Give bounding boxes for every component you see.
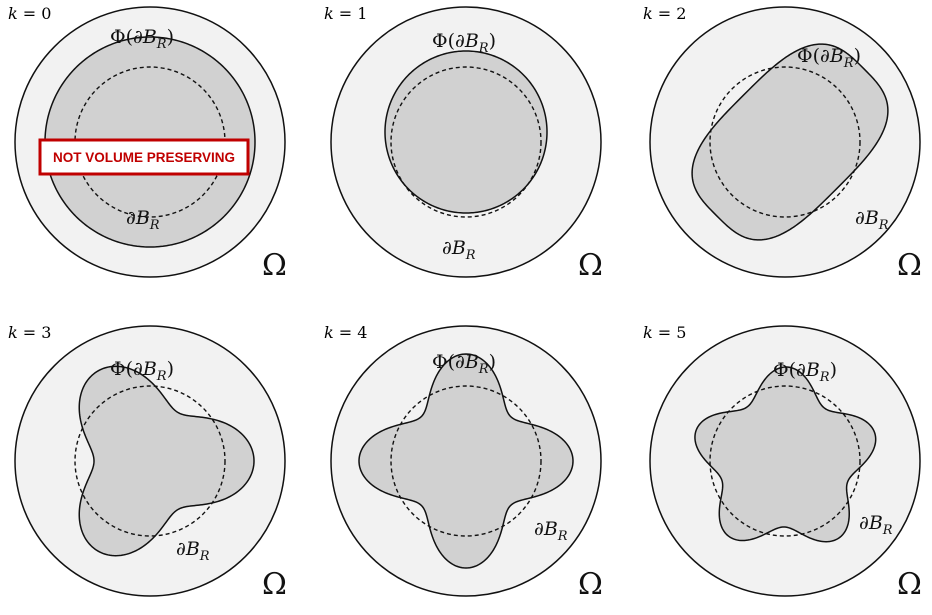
omega-label: Ω bbox=[897, 567, 922, 602]
panel-k1: k = 1 Φ(∂BR) ∂BR Ω bbox=[324, 4, 603, 283]
ball-boundary-label: ∂BR bbox=[534, 518, 568, 544]
omega-label: Ω bbox=[578, 567, 603, 602]
panel-k2: k = 2 Φ(∂BR) ∂BR Ω bbox=[643, 4, 922, 283]
phi-boundary-label: Φ(∂BR) bbox=[773, 359, 837, 385]
k-label: k = 1 bbox=[324, 4, 367, 23]
reference-ball-dashed bbox=[709, 66, 861, 218]
panel-k4: k = 4 Φ(∂BR) ∂BR Ω bbox=[324, 323, 603, 602]
ball-boundary-label: ∂BR bbox=[126, 207, 160, 233]
k-label: k = 3 bbox=[8, 323, 51, 342]
phi-boundary-label: Φ(∂BR) bbox=[110, 358, 174, 384]
deformed-shape bbox=[694, 366, 877, 543]
reference-ball-dashed bbox=[709, 385, 861, 537]
reference-ball-dashed bbox=[390, 385, 542, 537]
phi-boundary-label: Φ(∂BR) bbox=[110, 26, 174, 52]
phi-boundary-label: Φ(∂BR) bbox=[797, 45, 861, 71]
reference-ball-dashed bbox=[74, 385, 226, 537]
ball-boundary-label: ∂BR bbox=[855, 207, 889, 233]
omega-label: Ω bbox=[262, 248, 287, 283]
k-label: k = 4 bbox=[324, 323, 367, 342]
omega-label: Ω bbox=[578, 248, 603, 283]
omega-label: Ω bbox=[897, 248, 922, 283]
k-label: k = 2 bbox=[643, 4, 686, 23]
phi-boundary-label: Φ(∂BR) bbox=[432, 351, 496, 377]
deformed-shape bbox=[384, 50, 548, 214]
k-label: k = 5 bbox=[643, 323, 686, 342]
omega-label: Ω bbox=[262, 567, 287, 602]
panel-k5: k = 5 Φ(∂BR) ∂BR Ω bbox=[643, 323, 922, 602]
k-label: k = 0 bbox=[8, 4, 51, 23]
not-volume-preserving-badge: NOT VOLUME PRESERVING bbox=[38, 138, 250, 176]
ball-boundary-label: ∂BR bbox=[859, 512, 893, 538]
panel-k3: k = 3 Φ(∂BR) ∂BR Ω bbox=[8, 323, 287, 602]
deformed-shape bbox=[358, 353, 574, 569]
deformed-shape bbox=[78, 365, 255, 557]
phi-boundary-label: Φ(∂BR) bbox=[432, 30, 496, 56]
deformed-shape bbox=[691, 43, 889, 241]
ball-boundary-label: ∂BR bbox=[176, 538, 210, 564]
ball-boundary-label: ∂BR bbox=[442, 237, 476, 263]
reference-ball-dashed bbox=[390, 66, 542, 218]
badge-text: NOT VOLUME PRESERVING bbox=[53, 150, 235, 165]
